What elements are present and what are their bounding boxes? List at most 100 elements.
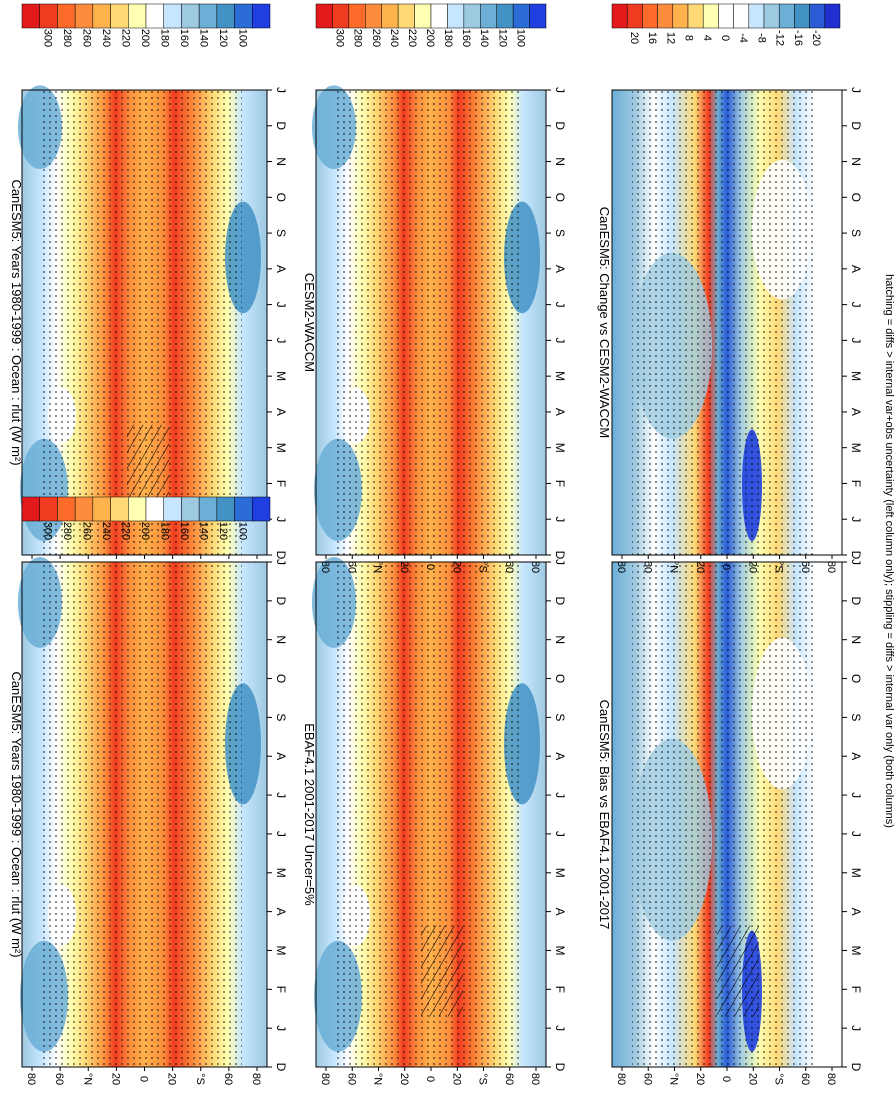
colorbar-label: 120: [217, 522, 229, 540]
colorbar-swatch: [57, 496, 76, 522]
month-label: N: [849, 157, 863, 166]
month-label: J: [849, 1025, 863, 1031]
colorbar-swatch: [92, 3, 111, 29]
colorbar-label: 180: [158, 29, 170, 47]
colorbar-label: -20: [810, 30, 822, 46]
colorbar-swatch: [315, 3, 333, 29]
colorbar-label: 280: [352, 29, 364, 47]
colorbar-label: 180: [442, 29, 454, 47]
month-label: D: [849, 597, 863, 606]
month-label: D: [274, 597, 288, 606]
colorbar-swatch: [216, 3, 235, 29]
colorbar-label: 280: [61, 522, 73, 540]
month-label: M: [274, 371, 288, 381]
colorbar-label: 200: [139, 29, 151, 47]
lat-label: 20: [694, 1073, 706, 1085]
month-label: A: [553, 408, 567, 416]
colorbar-swatch: [216, 496, 235, 522]
colorbar-swatch: [365, 3, 382, 29]
month-label: A: [274, 408, 288, 416]
lat-label: 80: [529, 561, 541, 573]
colorbar-swatch: [447, 3, 465, 29]
month-label: F: [274, 986, 288, 993]
lat-label: 60: [345, 1073, 357, 1085]
month-label: S: [553, 713, 567, 721]
colorbar-swatch: [397, 3, 415, 29]
lat-label: 20: [109, 1073, 121, 1085]
month-label: F: [553, 986, 567, 993]
colorbar-label: -16: [792, 30, 804, 46]
lat-label: 80: [615, 561, 627, 573]
lat-label: 60: [222, 1073, 234, 1085]
colorbar-swatch: [181, 496, 200, 522]
month-label: J: [553, 87, 567, 93]
month-label: J: [849, 559, 863, 565]
colorbar-swatch: [110, 496, 129, 522]
colorbar-swatch: [687, 3, 704, 29]
colorbar-swatch: [332, 3, 350, 29]
month-label: J: [553, 516, 567, 522]
colorbar-label: 240: [100, 522, 112, 540]
colorbar-label: 200: [424, 29, 436, 47]
colorbar-swatch: [234, 496, 253, 522]
month-label: S: [274, 713, 288, 721]
colorbar-swatch: [128, 3, 147, 29]
colorbar-label: 12: [664, 32, 676, 44]
colorbar-swatch: [198, 496, 218, 522]
colorbar-swatch: [39, 496, 58, 522]
colorbar-label: 0: [719, 35, 731, 41]
colorbar-swatch: [163, 496, 182, 522]
colorbar-swatch: [626, 3, 643, 29]
colorbar-swatch: [252, 3, 271, 29]
month-label: J: [274, 1025, 288, 1031]
colorbar-swatch: [128, 496, 147, 522]
colorbar-label: 20: [628, 32, 640, 44]
month-label: J: [274, 792, 288, 798]
colorbar-label: 220: [120, 29, 132, 47]
month-label: N: [274, 635, 288, 644]
month-label: D: [553, 121, 567, 130]
month-label: A: [849, 908, 863, 916]
colorbar-label: 240: [100, 29, 112, 47]
month-label: S: [274, 229, 288, 237]
colorbar-swatch: [39, 3, 58, 29]
colorbar-swatch: [496, 3, 514, 29]
stippling: [632, 90, 817, 555]
month-label: O: [553, 674, 567, 683]
lat-label: °S: [194, 1073, 206, 1085]
colorbar-swatch: [702, 3, 719, 29]
month-label: M: [274, 945, 288, 955]
month-label: J: [849, 302, 863, 308]
month-label: J: [553, 302, 567, 308]
colorbar-swatch: [110, 3, 129, 29]
month-label: A: [553, 265, 567, 273]
colorbar-label: 140: [478, 29, 490, 47]
colorbar-label: 300: [42, 522, 54, 540]
month-label: J: [553, 792, 567, 798]
lat-label: 60: [503, 1073, 515, 1085]
lat-label: 0: [720, 1076, 732, 1082]
colorbar-swatch: [463, 3, 481, 29]
colorbar-swatch: [92, 496, 111, 522]
colorbar-swatch: [198, 3, 218, 29]
panel-title: CanESM5: Change vs CESM2-WACCM: [597, 207, 612, 438]
colorbar-label: 16: [646, 32, 658, 44]
lat-label: 0: [424, 564, 436, 570]
month-label: A: [849, 265, 863, 273]
lat-label: 60: [641, 1073, 653, 1085]
colorbar-label: -12: [774, 30, 786, 46]
footnote: hatching = diffs > internal var+obs unce…: [883, 274, 895, 828]
month-label: J: [849, 792, 863, 798]
month-label: D: [274, 551, 288, 560]
colorbar-label: 8: [683, 35, 695, 41]
month-label: J: [553, 831, 567, 837]
colorbar-label: 160: [178, 522, 190, 540]
lat-label: 20: [746, 1073, 758, 1085]
stippling: [42, 562, 242, 1067]
colorbar-label: 180: [158, 522, 170, 540]
lat-label: °N: [668, 1073, 680, 1085]
month-label: O: [274, 674, 288, 683]
